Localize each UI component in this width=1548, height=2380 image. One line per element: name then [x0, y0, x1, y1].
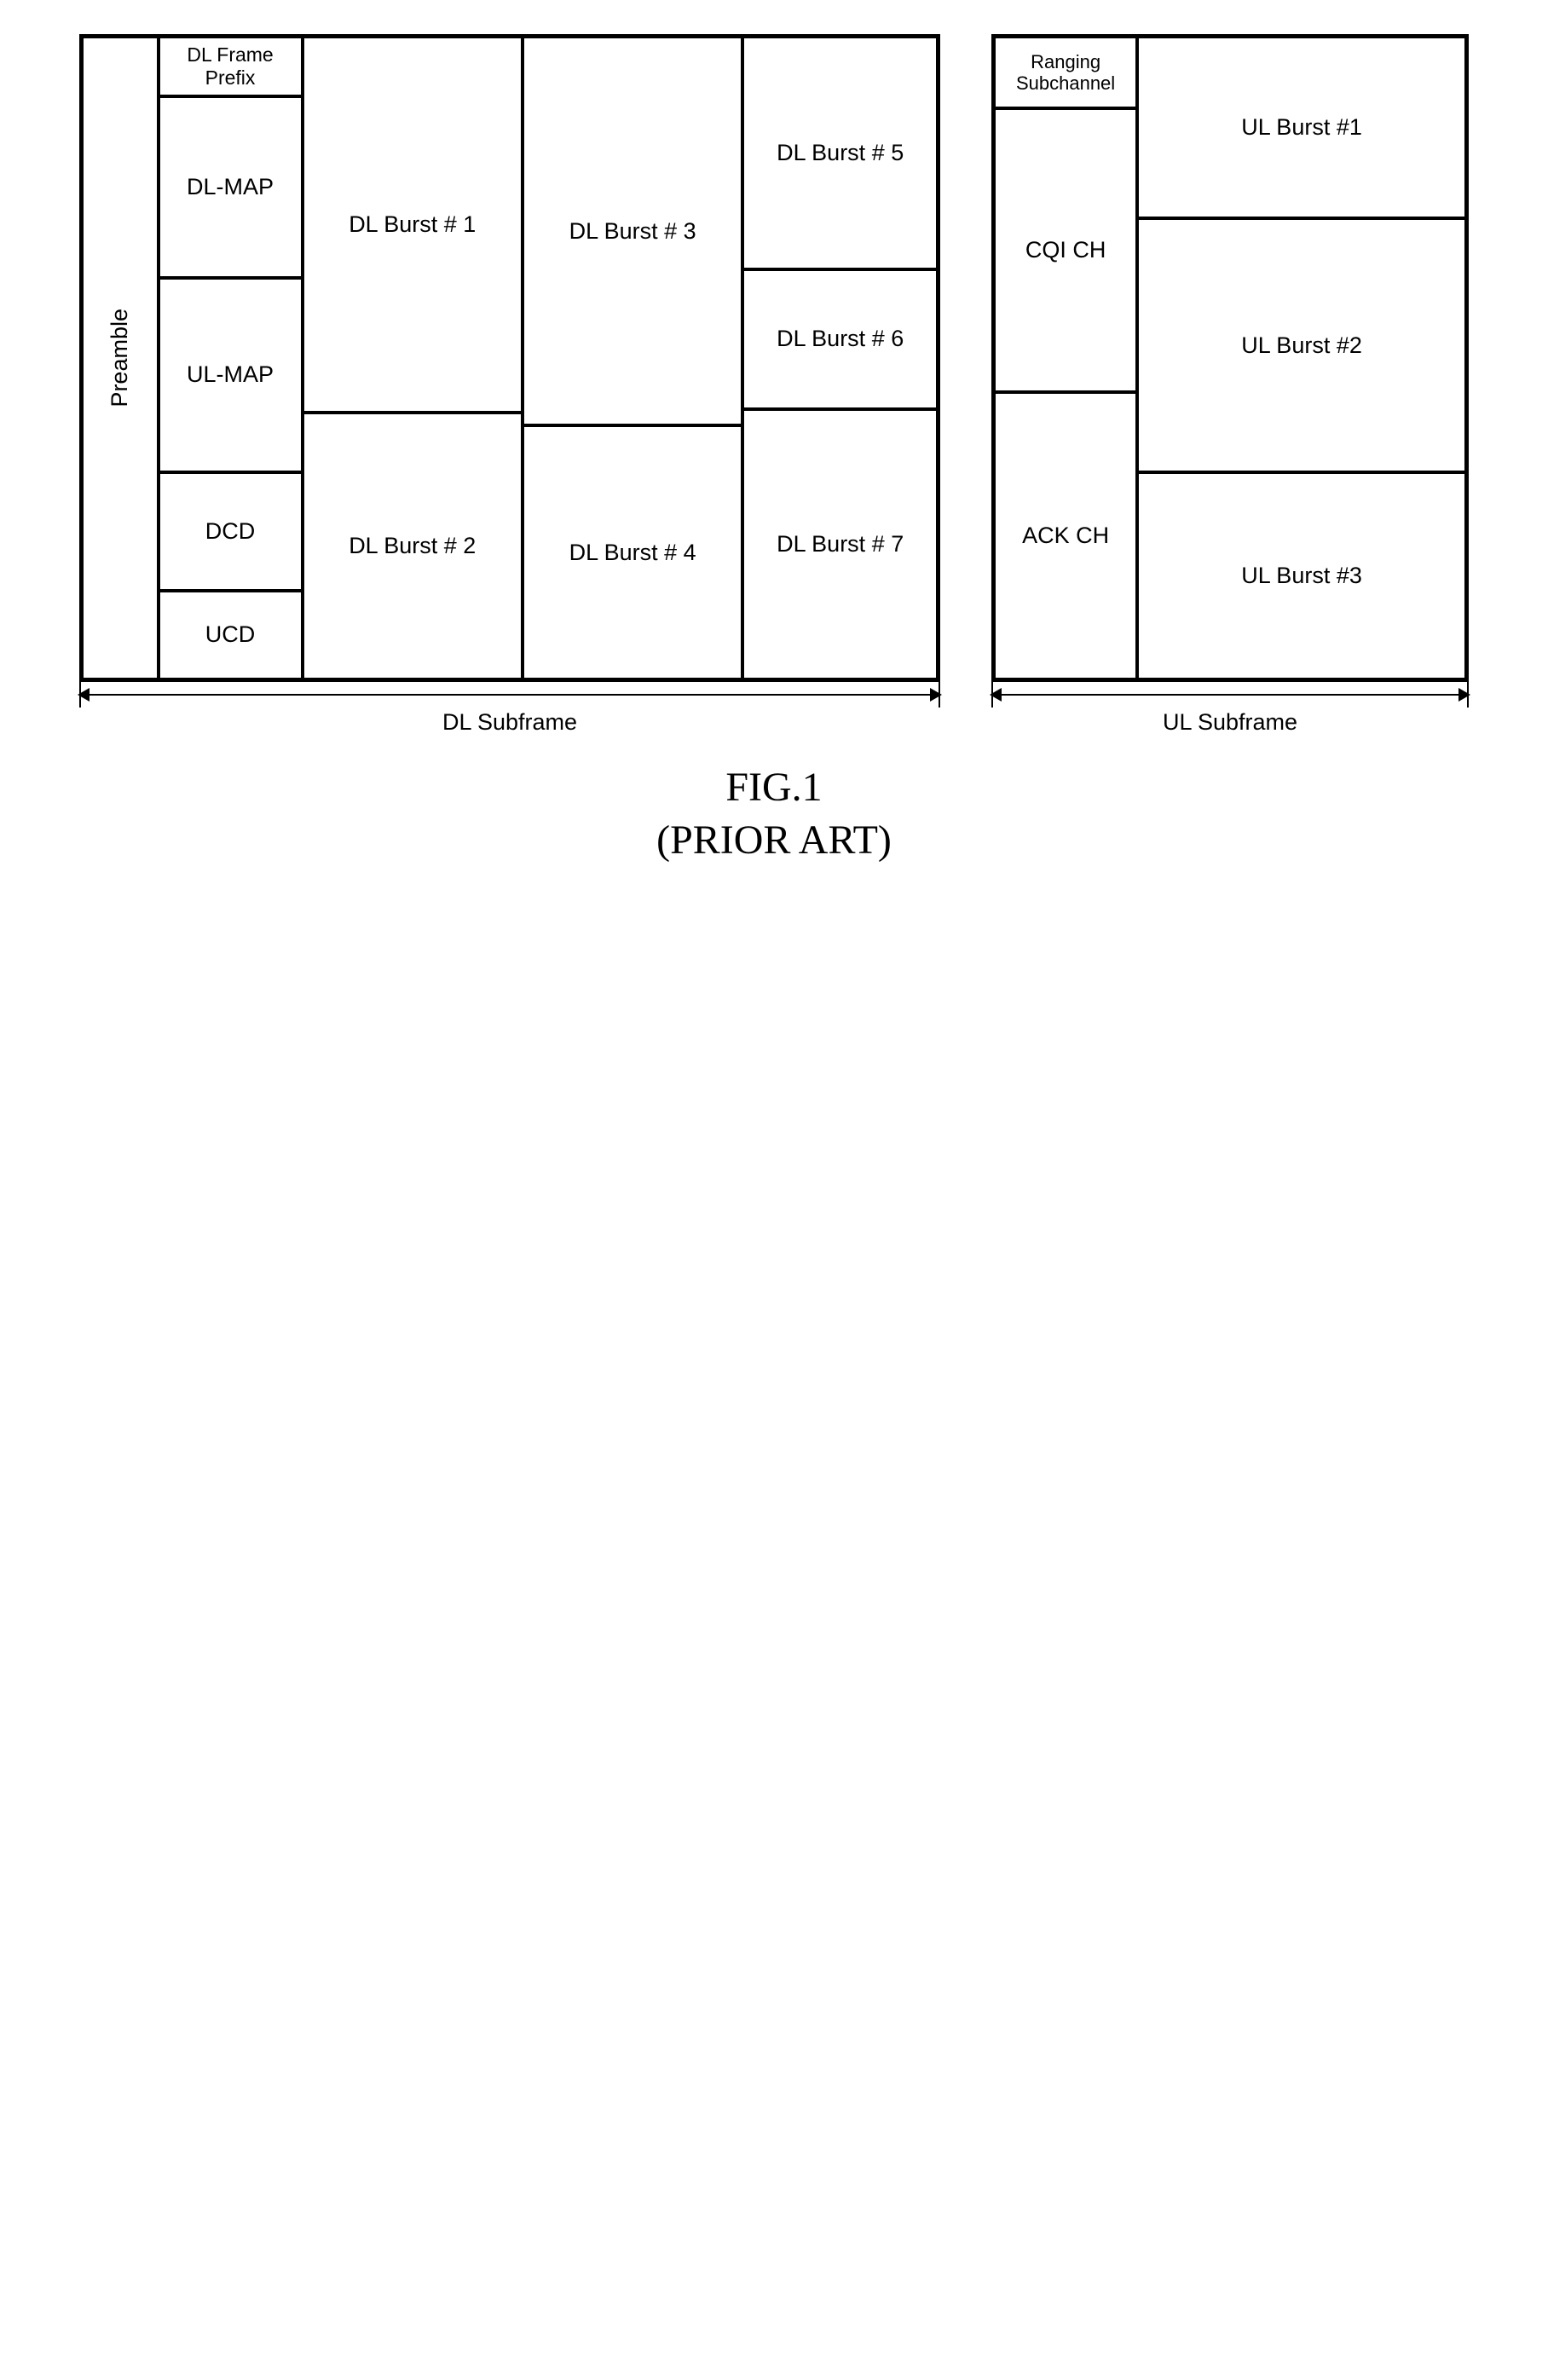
ul-subframe-bracket: UL Subframe	[991, 694, 1469, 736]
dl-burst-2-cell: DL Burst # 2	[303, 413, 523, 679]
dl-burst-4-label: DL Burst # 4	[569, 540, 696, 566]
ranging-label-line2: Subchannel	[1016, 72, 1115, 94]
dl-burst-7-cell: DL Burst # 7	[742, 409, 938, 679]
ucd-cell: UCD	[159, 591, 303, 679]
dl-bracket-line	[79, 694, 940, 696]
dl-burst-2-label: DL Burst # 2	[349, 533, 476, 559]
dl-frame: Preamble DL Frame Prefix DL-MAP UL-MAP D…	[79, 34, 940, 682]
dcd-label: DCD	[205, 518, 256, 545]
caption-line-2: (PRIOR ART)	[656, 814, 892, 867]
dl-map-label: DL-MAP	[187, 174, 274, 200]
dl-bracket-arrow-right-icon	[930, 688, 942, 702]
dl-burst12-column: DL Burst # 1 DL Burst # 2	[303, 37, 523, 679]
ul-map-cell: UL-MAP	[159, 278, 303, 472]
dl-burst-1-cell: DL Burst # 1	[303, 37, 523, 413]
dl-burst-3-label: DL Burst # 3	[569, 218, 696, 245]
dl-burst-6-cell: DL Burst # 6	[742, 269, 938, 409]
ul-bracket-arrow-left-icon	[990, 688, 1002, 702]
dl-burst-1-label: DL Burst # 1	[349, 211, 476, 238]
dl-burst-5-label: DL Burst # 5	[777, 140, 904, 166]
ul-subframe-column: Ranging Subchannel CQI CH ACK CH UL Burs…	[991, 34, 1469, 736]
ul-burst-2-cell: UL Burst #2	[1137, 218, 1466, 472]
dl-preamble-cell: Preamble	[82, 37, 159, 679]
dl-subframe-bracket: DL Subframe	[79, 694, 940, 736]
ul-bracket-line	[991, 694, 1469, 696]
dl-burst-5-cell: DL Burst # 5	[742, 37, 938, 269]
figure-caption: FIG.1 (PRIOR ART)	[656, 761, 892, 868]
dcd-cell: DCD	[159, 472, 303, 591]
dl-map-cell: DL-MAP	[159, 96, 303, 278]
ucd-label: UCD	[205, 621, 256, 648]
dl-burst34-column: DL Burst # 3 DL Burst # 4	[523, 37, 742, 679]
figure-root: Preamble DL Frame Prefix DL-MAP UL-MAP D…	[34, 34, 1514, 868]
dl-burst-3-cell: DL Burst # 3	[523, 37, 742, 425]
ul-burst-1-cell: UL Burst #1	[1137, 37, 1466, 218]
dl-frame-prefix-label: DL Frame Prefix	[164, 43, 297, 89]
ul-burst-3-cell: UL Burst #3	[1137, 472, 1466, 679]
cqi-ch-cell: CQI CH	[994, 108, 1137, 391]
ul-burst-2-label: UL Burst #2	[1241, 332, 1362, 359]
ranging-subchannel-cell: Ranging Subchannel	[994, 37, 1137, 108]
dl-burst-4-cell: DL Burst # 4	[523, 425, 742, 679]
dl-burst567-column: DL Burst # 5 DL Burst # 6 DL Burst # 7	[742, 37, 938, 679]
cqi-ch-label: CQI CH	[1025, 237, 1106, 263]
ul-subframe-label: UL Subframe	[1163, 709, 1297, 736]
dl-map-column: DL Frame Prefix DL-MAP UL-MAP DCD UCD	[159, 37, 303, 679]
ack-ch-label: ACK CH	[1022, 523, 1109, 549]
ul-burst-3-label: UL Burst #3	[1241, 563, 1362, 589]
dl-frame-prefix-cell: DL Frame Prefix	[159, 37, 303, 96]
dl-subframe-column: Preamble DL Frame Prefix DL-MAP UL-MAP D…	[79, 34, 940, 736]
dl-bracket-arrow-left-icon	[78, 688, 90, 702]
dl-burst-6-label: DL Burst # 6	[777, 326, 904, 352]
ul-bracket-arrow-right-icon	[1458, 688, 1470, 702]
dl-subframe-label: DL Subframe	[442, 709, 577, 736]
ranging-label-line1: Ranging	[1031, 51, 1100, 72]
caption-line-1: FIG.1	[656, 761, 892, 814]
dl-burst-7-label: DL Burst # 7	[777, 531, 904, 557]
ul-control-column: Ranging Subchannel CQI CH ACK CH	[994, 37, 1137, 679]
ul-burst-1-label: UL Burst #1	[1241, 114, 1362, 141]
ul-frame: Ranging Subchannel CQI CH ACK CH UL Burs…	[991, 34, 1469, 682]
subframes-row: Preamble DL Frame Prefix DL-MAP UL-MAP D…	[79, 34, 1469, 736]
ul-burst-column: UL Burst #1 UL Burst #2 UL Burst #3	[1137, 37, 1466, 679]
dl-preamble-label: Preamble	[107, 309, 133, 407]
ack-ch-cell: ACK CH	[994, 392, 1137, 679]
ul-map-label: UL-MAP	[187, 361, 274, 388]
